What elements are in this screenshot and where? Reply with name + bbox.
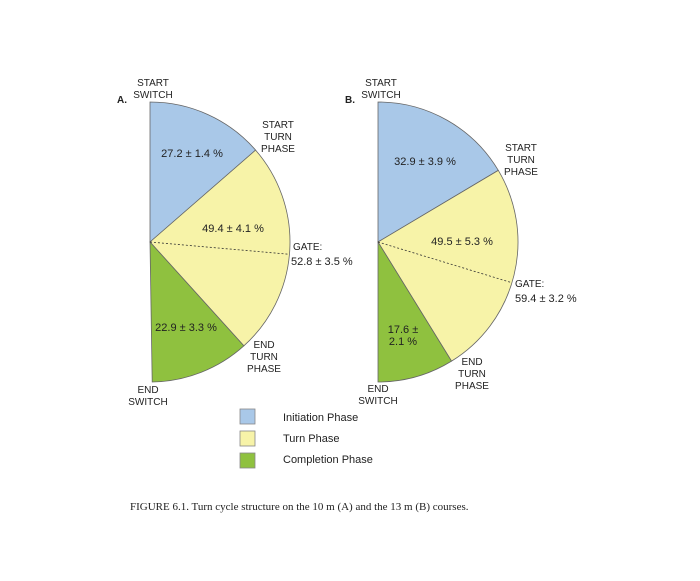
legend-label: Turn Phase: [283, 433, 339, 445]
wedge: [377, 240, 453, 383]
annotation: END TURN PHASE: [455, 357, 489, 392]
annotation: START SWITCH: [361, 78, 400, 101]
wedge: [377, 169, 519, 362]
gate-line: [149, 241, 290, 255]
legend-label: Initiation Phase: [283, 412, 358, 424]
value-label: 27.2 ± 1.4 %: [161, 148, 223, 160]
gate-line: [377, 241, 513, 284]
wedge: [149, 101, 257, 243]
gate-label: GATE:: [515, 279, 544, 290]
value-label: 32.9 ± 3.9 %: [394, 156, 456, 168]
annotation: START SWITCH: [133, 78, 172, 101]
panel-label: B.: [345, 95, 355, 106]
gate-value-label: 59.4 ± 3.2 %: [515, 293, 577, 305]
value-label: 17.6 ±2.1 %: [388, 324, 419, 348]
wedge: [149, 240, 245, 383]
legend-swatch: [239, 430, 256, 447]
gate-label: GATE:: [293, 242, 322, 253]
caption: FIGURE 6.1. Turn cycle structure on the …: [130, 501, 469, 513]
gate-value-label: 52.8 ± 3.5 %: [291, 256, 353, 268]
wedge: [377, 101, 499, 243]
annotation: END TURN PHASE: [247, 340, 281, 375]
panel-label: A.: [117, 95, 127, 106]
annotation: END SWITCH: [128, 385, 167, 408]
value-label: 49.4 ± 4.1 %: [202, 223, 264, 235]
legend-label: Completion Phase: [283, 454, 373, 466]
wedge: [149, 149, 291, 347]
annotation: START TURN PHASE: [261, 120, 295, 155]
annotation: START TURN PHASE: [504, 143, 538, 178]
legend-swatch: [239, 452, 256, 469]
legend-swatch: [239, 408, 256, 425]
annotation: END SWITCH: [358, 384, 397, 407]
value-label: 22.9 ± 3.3 %: [155, 322, 217, 334]
value-label: 49.5 ± 5.3 %: [431, 236, 493, 248]
